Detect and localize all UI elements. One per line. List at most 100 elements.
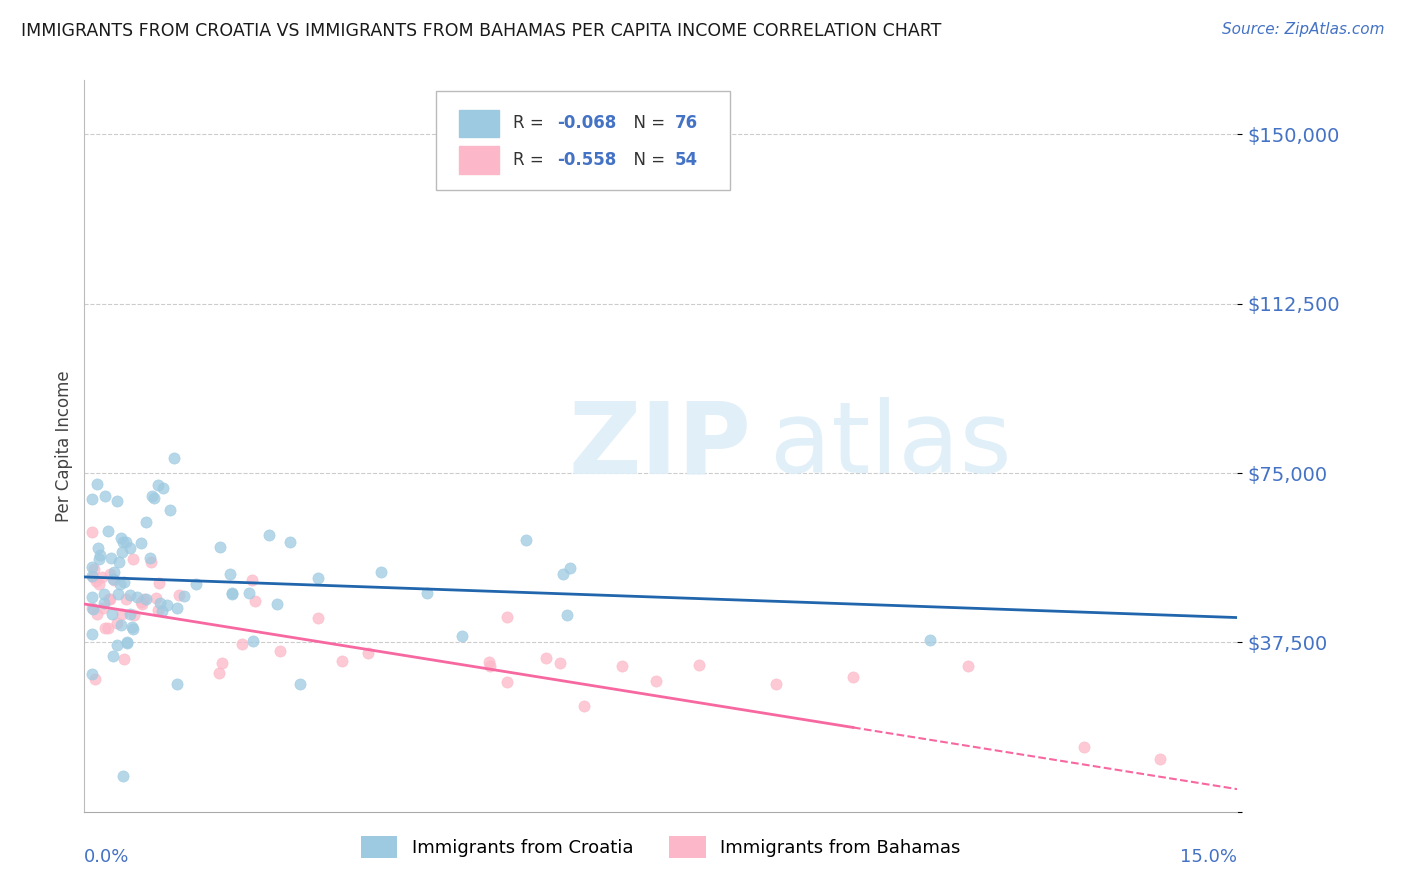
Point xyxy=(101,607,124,622)
Point xyxy=(146,478,169,492)
Point xyxy=(357,646,380,660)
Bar xyxy=(460,146,499,174)
Point xyxy=(221,587,243,601)
Point xyxy=(118,607,141,621)
Point xyxy=(688,658,710,673)
Point xyxy=(101,572,124,586)
Point xyxy=(307,611,329,625)
FancyBboxPatch shape xyxy=(436,91,730,190)
Point xyxy=(80,627,103,641)
Text: -0.558: -0.558 xyxy=(557,151,616,169)
Text: N =: N = xyxy=(623,151,671,169)
Point xyxy=(209,540,232,554)
Point xyxy=(98,591,121,606)
Point xyxy=(548,656,571,670)
Point xyxy=(145,591,167,605)
Point xyxy=(173,589,195,603)
Point xyxy=(574,699,596,714)
Point xyxy=(98,566,121,581)
Point xyxy=(111,607,134,622)
Point xyxy=(238,586,260,600)
Point xyxy=(555,608,578,623)
Point xyxy=(131,597,153,611)
Point xyxy=(93,596,115,610)
Point xyxy=(560,560,582,574)
Point xyxy=(105,615,128,630)
Text: ZIP: ZIP xyxy=(568,398,751,494)
Point xyxy=(115,534,138,549)
Point xyxy=(110,618,132,632)
Text: R =: R = xyxy=(513,151,550,169)
Point xyxy=(141,490,163,504)
Point xyxy=(957,658,980,673)
Point xyxy=(80,492,103,507)
Point xyxy=(84,574,107,589)
Point xyxy=(112,575,135,590)
Bar xyxy=(460,110,499,137)
Point xyxy=(84,673,107,687)
Point xyxy=(134,592,156,607)
Point xyxy=(159,502,181,516)
Point xyxy=(111,769,134,783)
Point xyxy=(129,536,152,550)
Point xyxy=(534,650,557,665)
Point xyxy=(107,587,129,601)
Point xyxy=(82,602,104,616)
Point xyxy=(211,656,233,670)
Point xyxy=(80,601,103,615)
Point xyxy=(122,608,145,623)
Point xyxy=(612,658,634,673)
Point xyxy=(118,588,141,602)
Y-axis label: Per Capita Income: Per Capita Income xyxy=(55,370,73,522)
Point xyxy=(269,644,291,658)
Point xyxy=(139,551,162,566)
Point xyxy=(1073,740,1095,755)
Point xyxy=(110,532,132,546)
Point xyxy=(307,571,329,585)
Point xyxy=(122,552,145,566)
Text: R =: R = xyxy=(513,114,550,132)
Point xyxy=(221,586,243,600)
Point xyxy=(551,567,574,582)
Point xyxy=(105,493,128,508)
Point xyxy=(100,550,122,565)
Point xyxy=(135,515,157,529)
Point xyxy=(163,450,186,465)
Point xyxy=(122,622,145,636)
Point xyxy=(105,638,128,652)
Point xyxy=(288,677,311,691)
Point xyxy=(96,524,118,538)
Point xyxy=(121,620,143,634)
Point xyxy=(166,676,188,690)
Text: atlas: atlas xyxy=(770,398,1012,494)
Point xyxy=(80,560,103,574)
Point xyxy=(266,598,288,612)
Point xyxy=(83,562,105,576)
Point xyxy=(82,570,104,584)
Point xyxy=(167,588,190,602)
Point xyxy=(80,569,103,583)
Point xyxy=(103,573,125,587)
Point xyxy=(240,573,263,587)
Text: -0.068: -0.068 xyxy=(557,114,616,132)
Point xyxy=(97,622,120,636)
Point xyxy=(166,601,188,615)
Point xyxy=(91,601,114,615)
Point xyxy=(112,652,135,666)
Point xyxy=(243,594,266,608)
Point xyxy=(416,586,439,600)
Point xyxy=(86,607,108,622)
Point xyxy=(152,603,174,617)
Point xyxy=(80,524,103,539)
Point xyxy=(90,570,112,584)
Point xyxy=(141,555,163,569)
Text: IMMIGRANTS FROM CROATIA VS IMMIGRANTS FROM BAHAMAS PER CAPITA INCOME CORRELATION: IMMIGRANTS FROM CROATIA VS IMMIGRANTS FR… xyxy=(21,22,942,40)
Point xyxy=(146,603,169,617)
Point xyxy=(257,528,280,542)
Point xyxy=(496,675,519,690)
Point xyxy=(98,592,121,607)
Point xyxy=(135,591,157,606)
Point xyxy=(143,491,166,506)
Point xyxy=(103,565,125,579)
Point xyxy=(148,575,170,590)
